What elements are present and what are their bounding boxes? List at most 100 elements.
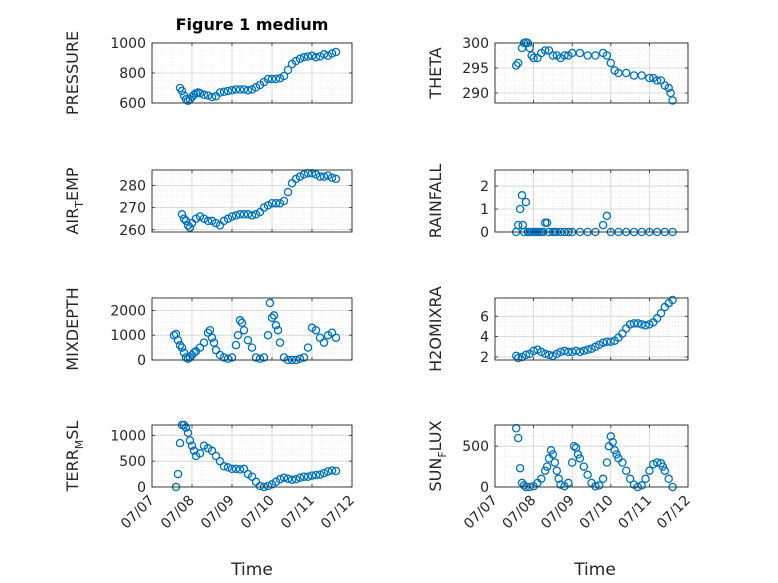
- axes-frame: [494, 297, 689, 361]
- data-point: [223, 86, 233, 96]
- data-point: [279, 473, 289, 482]
- subplot-rainfall: 0 1 2 RAINFALL: [426, 164, 689, 241]
- data-point: [219, 353, 229, 362]
- data-point: [610, 446, 619, 455]
- data-point: [591, 481, 600, 491]
- data-point: [550, 458, 560, 467]
- data-point: [295, 354, 305, 364]
- subplot-mixdepth: 0 1000 2000 MIXDEPTH: [63, 287, 353, 371]
- data-point: [219, 462, 229, 471]
- y-axis-label: TERRMSL: [63, 421, 86, 493]
- data-point: [231, 464, 241, 474]
- data-point: [243, 86, 253, 95]
- data-point: [295, 54, 305, 64]
- data-point: [331, 47, 341, 57]
- data-point: [331, 174, 341, 184]
- subplot-h2omixra: 2 4 6 H2OMIXRA: [426, 286, 689, 372]
- data-point: [263, 481, 273, 491]
- data-point: [307, 471, 317, 480]
- y-axis-label-tail: LUX: [426, 420, 445, 451]
- data-point: [511, 61, 521, 70]
- x-tick-label: 07/10: [577, 493, 617, 533]
- data-point: [602, 337, 612, 346]
- data-point: [185, 223, 195, 232]
- data-point: [247, 211, 257, 220]
- data-point: [513, 433, 523, 443]
- data-point: [327, 49, 337, 58]
- data-point: [283, 187, 293, 197]
- data-point: [521, 350, 531, 360]
- y-axis-label-tail: SL: [63, 421, 82, 440]
- data-point: [275, 338, 285, 347]
- data-point: [199, 338, 209, 347]
- data-point: [207, 333, 217, 342]
- data-point: [267, 198, 277, 208]
- x-axis-label-right: Time: [573, 560, 616, 580]
- data-point: [668, 96, 677, 105]
- data-point: [544, 350, 554, 360]
- data-point: [652, 76, 662, 85]
- data-point: [327, 173, 337, 183]
- y-tick-label: 1000: [110, 328, 146, 344]
- data-point: [645, 73, 654, 83]
- data-point: [319, 468, 329, 478]
- data-point: [271, 198, 281, 208]
- data-point: [235, 316, 245, 325]
- data-point: [215, 88, 225, 97]
- data-point: [209, 338, 219, 347]
- data-point: [179, 214, 189, 223]
- data-point: [575, 454, 585, 463]
- data-point: [540, 46, 550, 55]
- data-point: [283, 65, 293, 75]
- data-point: [203, 91, 213, 100]
- data-point: [273, 325, 283, 335]
- y-axis-label-subscript: M: [73, 440, 86, 450]
- data-point: [243, 210, 253, 219]
- axes-frame: [494, 424, 689, 488]
- data-point: [564, 347, 573, 357]
- data-point: [303, 52, 313, 61]
- data-point: [231, 85, 241, 94]
- data-point: [668, 295, 677, 305]
- data-point: [291, 475, 301, 484]
- x-tick-label: 07/11: [615, 493, 655, 533]
- data-point: [227, 464, 237, 474]
- data-point: [606, 58, 616, 68]
- data-point: [231, 340, 241, 350]
- x-tick-label: 07/07: [118, 493, 158, 533]
- data-point: [542, 462, 552, 471]
- data-point: [251, 353, 261, 362]
- data-point: [271, 321, 281, 330]
- data-point: [227, 86, 237, 95]
- data-point: [223, 463, 233, 472]
- y-axis-label-main: THETA: [426, 47, 445, 99]
- data-point: [219, 87, 229, 97]
- data-point: [299, 353, 309, 362]
- data-point: [237, 318, 247, 328]
- y-axis-label-subscript: T: [73, 201, 86, 209]
- data-point: [311, 325, 321, 335]
- y-axis-label: MIXDEPTH: [63, 287, 82, 370]
- data-point: [513, 353, 523, 363]
- data-point: [263, 74, 273, 84]
- data-point: [529, 53, 538, 63]
- y-tick-label: 0: [480, 225, 489, 241]
- data-point: [231, 211, 241, 220]
- data-point: [323, 467, 333, 476]
- y-tick-label: 1000: [110, 428, 146, 444]
- data-point: [564, 478, 573, 488]
- data-point: [625, 474, 635, 484]
- x-tick-label: 07/09: [198, 493, 238, 533]
- data-point: [602, 51, 612, 60]
- data-point: [287, 475, 297, 485]
- data-point: [223, 354, 233, 364]
- data-point: [187, 441, 197, 450]
- data-point: [265, 298, 275, 308]
- data-point: [583, 345, 592, 355]
- data-point: [575, 48, 585, 58]
- subplot-air-temp: 260 270 280 AIRTEMP: [63, 167, 353, 239]
- x-tick-label: 07/11: [278, 493, 318, 533]
- data-point: [515, 463, 525, 473]
